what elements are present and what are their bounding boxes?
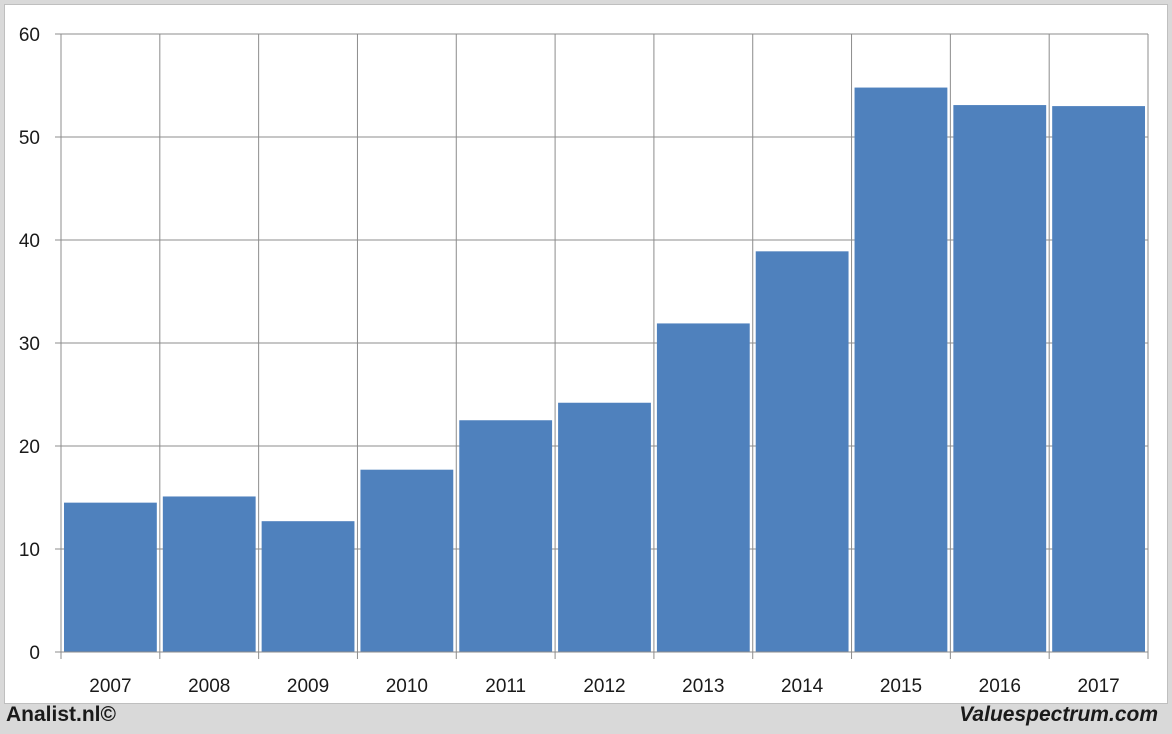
source-credit-right: Valuespectrum.com bbox=[959, 703, 1158, 726]
bar-2008 bbox=[162, 496, 256, 652]
bar-2012 bbox=[558, 402, 651, 652]
x-tick-label: 2008 bbox=[188, 676, 230, 697]
bar-2017 bbox=[1052, 106, 1145, 653]
x-tick-label: 2011 bbox=[485, 676, 526, 697]
x-tick-label: 2014 bbox=[781, 676, 824, 697]
source-credit-left: Analist.nl© bbox=[6, 703, 116, 726]
bar-2016 bbox=[953, 105, 1047, 652]
y-tick-label: 40 bbox=[19, 231, 40, 252]
y-tick-label: 20 bbox=[19, 437, 40, 458]
y-tick-label: 30 bbox=[19, 334, 40, 355]
bar-layer bbox=[64, 87, 1145, 653]
y-tick-label: 10 bbox=[19, 540, 40, 561]
bar-2007 bbox=[64, 502, 157, 652]
x-tick-label: 2007 bbox=[89, 676, 131, 697]
x-tick-label: 2012 bbox=[583, 676, 625, 697]
bar-2015 bbox=[854, 87, 948, 652]
y-tick-label: 50 bbox=[19, 128, 40, 149]
x-tick-label: 2017 bbox=[1077, 676, 1119, 697]
bar-2010 bbox=[360, 469, 454, 652]
bar-2014 bbox=[755, 251, 849, 652]
y-tick-label: 60 bbox=[19, 25, 40, 46]
x-tick-label: 2013 bbox=[682, 676, 724, 697]
x-tick-label: 2016 bbox=[979, 676, 1021, 697]
x-tick-label: 2015 bbox=[880, 676, 922, 697]
bar-2013 bbox=[656, 323, 750, 652]
bar-2009 bbox=[261, 521, 355, 652]
bar-2011 bbox=[459, 420, 553, 652]
label-layer: 0 10 20 30 40 50 60 2007 2008 2009 2010 2011 2012 201… bbox=[19, 25, 1120, 697]
x-tick-label: 2010 bbox=[386, 676, 428, 697]
y-tick-label: 0 bbox=[29, 643, 40, 664]
x-tick-label: 2009 bbox=[287, 676, 329, 697]
axis-layer bbox=[55, 33, 1149, 659]
